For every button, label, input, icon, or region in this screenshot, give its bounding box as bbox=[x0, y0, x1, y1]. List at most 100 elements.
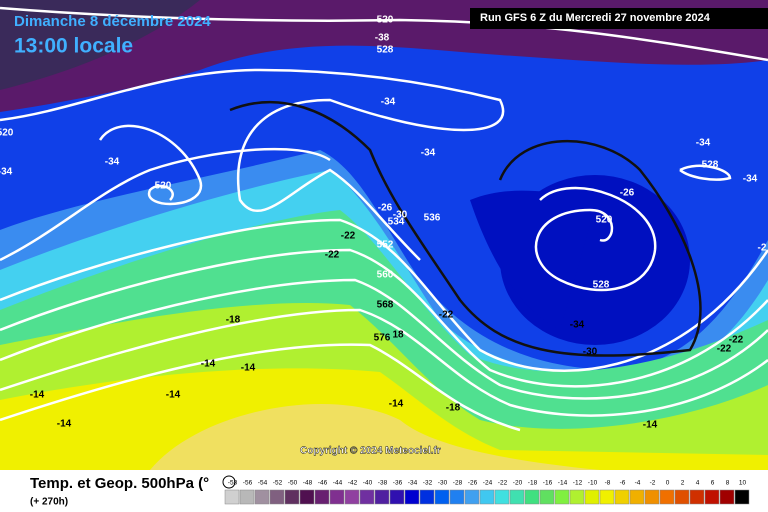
legend-label: -4 bbox=[635, 480, 641, 487]
legend-label: -42 bbox=[348, 480, 358, 487]
map-label: -22 bbox=[439, 310, 454, 321]
map-label: -22 bbox=[729, 335, 744, 346]
map-label: -14 bbox=[30, 390, 45, 401]
legend-label: -54 bbox=[258, 480, 268, 487]
map-label: -14 bbox=[643, 420, 658, 431]
legend-label: -20 bbox=[513, 480, 523, 487]
legend-swatch bbox=[554, 489, 570, 505]
map-label: -22 bbox=[325, 250, 340, 261]
isohypse bbox=[0, 147, 331, 262]
legend-swatch bbox=[314, 489, 330, 505]
copyright: Copyright © 2024 Meteociel.fr bbox=[300, 446, 441, 457]
legend-swatch bbox=[614, 489, 630, 505]
legend-swatch bbox=[224, 489, 240, 505]
map-label: 560 bbox=[377, 270, 394, 281]
footer-lead: (+ 270h) bbox=[30, 497, 68, 508]
map-label: 520 bbox=[155, 181, 172, 192]
legend-swatch bbox=[449, 489, 465, 505]
legend-label: -52 bbox=[273, 480, 283, 487]
legend-label: -22 bbox=[498, 480, 508, 487]
legend-swatch bbox=[719, 489, 735, 505]
map-label: -26 bbox=[620, 188, 635, 199]
legend-swatch bbox=[269, 489, 285, 505]
legend-swatch bbox=[404, 489, 420, 505]
map-label: 520 bbox=[377, 15, 394, 26]
map-label: 528 bbox=[377, 45, 394, 56]
map-label: -34 bbox=[743, 174, 758, 185]
isohypse bbox=[679, 164, 732, 181]
legend-swatch bbox=[344, 489, 360, 505]
legend-label: 4 bbox=[696, 480, 700, 487]
isohypse bbox=[0, 6, 768, 62]
time: 13:00 locale bbox=[14, 35, 133, 58]
isohypse bbox=[98, 124, 203, 206]
run: Run GFS 6 Z du Mercredi 27 novembre 2024 bbox=[480, 12, 711, 24]
legend-swatch bbox=[524, 489, 540, 505]
legend-swatch bbox=[644, 489, 660, 505]
map-label: -34 bbox=[381, 97, 396, 108]
legend-label: -46 bbox=[318, 480, 328, 487]
legend-label: -14 bbox=[558, 480, 568, 487]
legend-label: -26 bbox=[468, 480, 478, 487]
legend-swatch bbox=[389, 489, 405, 505]
legend-label: -6 bbox=[620, 480, 626, 487]
isotherm bbox=[229, 101, 702, 357]
isohypse bbox=[0, 343, 521, 432]
map-label: -18 bbox=[226, 315, 241, 326]
map-label: 520 bbox=[0, 128, 14, 139]
map-label: -14 bbox=[241, 363, 256, 374]
field-low bbox=[470, 190, 600, 330]
map-label: -34 bbox=[421, 148, 436, 159]
legend-label: -28 bbox=[453, 480, 463, 487]
legend-swatch bbox=[464, 489, 480, 505]
legend-swatch bbox=[734, 489, 750, 505]
map-label: -34 bbox=[570, 320, 585, 331]
map-label: -22 bbox=[341, 231, 356, 242]
isohypse bbox=[0, 308, 768, 417]
run-box bbox=[470, 8, 768, 29]
map-label: 576 bbox=[374, 333, 391, 344]
legend-swatch bbox=[629, 489, 645, 505]
map-label: -34 bbox=[696, 138, 711, 149]
legend-swatch bbox=[359, 489, 375, 505]
isohypse bbox=[0, 68, 505, 261]
map-label: -38 bbox=[375, 33, 390, 44]
legend-swatch bbox=[284, 489, 300, 505]
map-label: 552 bbox=[377, 240, 394, 251]
legend-label: -48 bbox=[303, 480, 313, 487]
legend-label: 6 bbox=[711, 480, 715, 487]
legend-label: -12 bbox=[573, 480, 583, 487]
contours bbox=[0, 6, 768, 432]
legend-label: -16 bbox=[543, 480, 553, 487]
legend-label: -44 bbox=[333, 480, 343, 487]
legend-swatch bbox=[329, 489, 345, 505]
legend-swatch bbox=[509, 489, 525, 505]
legend-swatch bbox=[584, 489, 600, 505]
legend-swatch bbox=[434, 489, 450, 505]
legend-swatch bbox=[674, 489, 690, 505]
legend-swatch bbox=[299, 489, 315, 505]
legend-label: -50 bbox=[288, 480, 298, 487]
map-label: 536 bbox=[424, 213, 441, 224]
legend-label: -38 bbox=[378, 480, 388, 487]
legend-label: -40 bbox=[363, 480, 373, 487]
map-label: -14 bbox=[166, 390, 181, 401]
map-label: -30 bbox=[393, 210, 408, 221]
legend-label: -56 bbox=[243, 480, 253, 487]
footer-title: Temp. et Geop. 500hPa (° bbox=[30, 475, 209, 492]
field-dark bbox=[0, 0, 200, 90]
isohypse bbox=[0, 218, 768, 372]
map-label: -22 bbox=[717, 344, 732, 355]
legend-label: -18 bbox=[528, 480, 538, 487]
legend-label: -8 bbox=[605, 480, 611, 487]
legend-label: -32 bbox=[423, 480, 433, 487]
map-label: -26 bbox=[378, 203, 393, 214]
legend-swatch bbox=[494, 489, 510, 505]
map-label: 520 bbox=[596, 215, 613, 226]
legend-swatch bbox=[419, 489, 435, 505]
legend-label: -58 bbox=[228, 480, 238, 487]
map-label: -30 bbox=[583, 347, 598, 358]
map-label: -34 bbox=[0, 167, 13, 178]
legend-swatch bbox=[569, 489, 585, 505]
